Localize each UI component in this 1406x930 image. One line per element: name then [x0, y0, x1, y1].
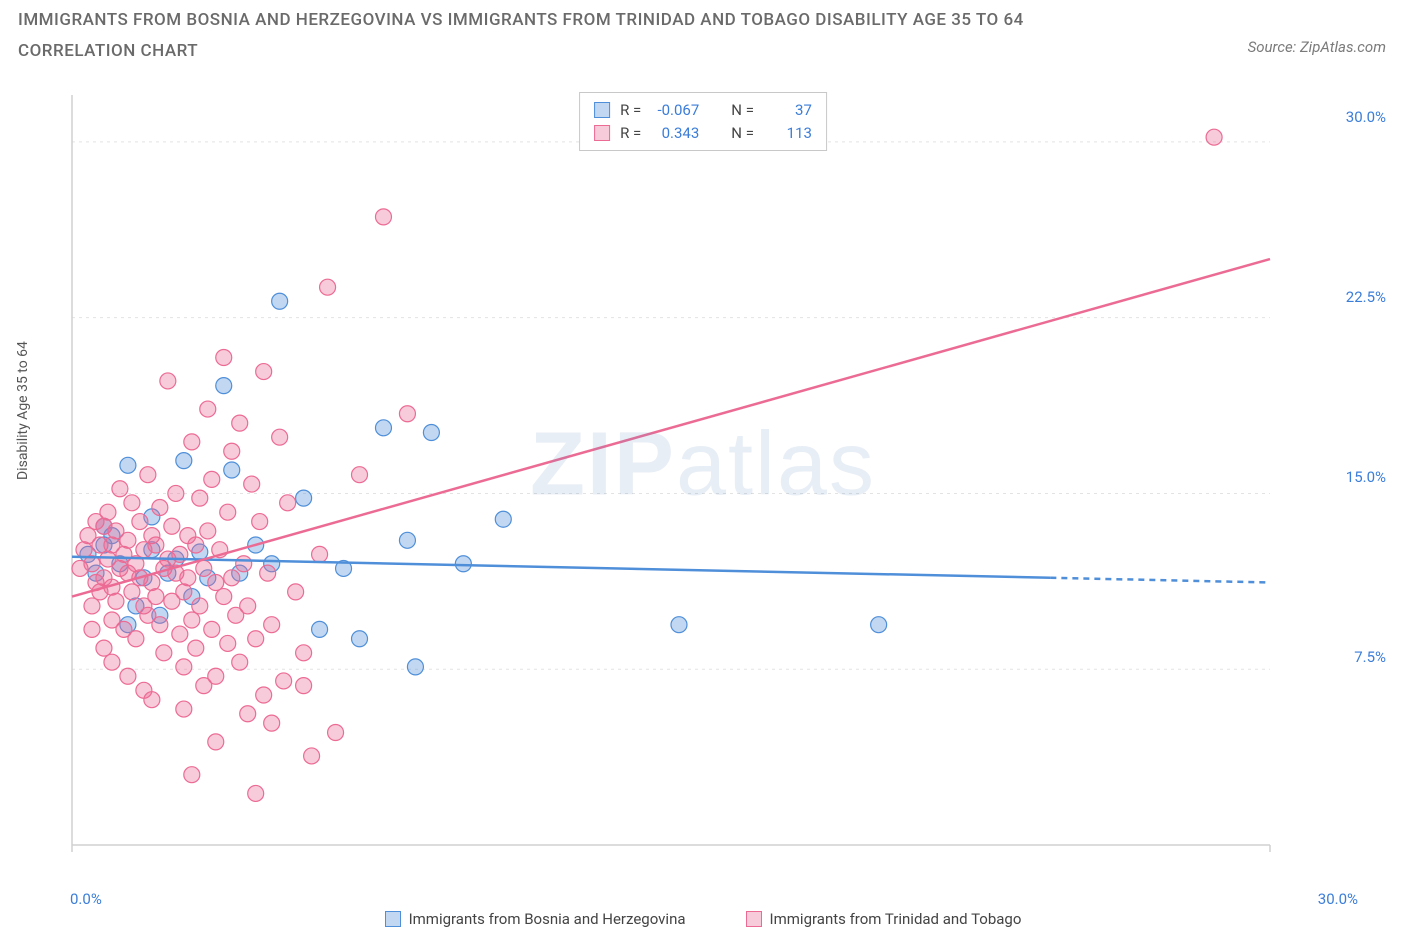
legend-swatch [594, 102, 610, 118]
n-label: N = [731, 122, 754, 145]
legend-label: Immigrants from Bosnia and Herzegovina [409, 910, 686, 928]
legend-item: Immigrants from Trinidad and Tobago [746, 910, 1022, 928]
legend-label: Immigrants from Trinidad and Tobago [770, 910, 1022, 928]
source-attribution: Source: ZipAtlas.com [1248, 38, 1386, 56]
y-tick-15: 15.0% [1346, 468, 1386, 486]
legend-item: Immigrants from Bosnia and Herzegovina [385, 910, 686, 928]
r-label: R = [620, 122, 641, 145]
legend-swatch [746, 911, 762, 927]
legend-swatch [594, 125, 610, 141]
y-tick-22_5: 22.5% [1346, 288, 1386, 306]
y-axis-label: Disability Age 35 to 64 [15, 341, 31, 480]
n-label: N = [731, 99, 754, 122]
chart-title-line2: CORRELATION CHART [18, 36, 1388, 67]
stats-legend-box: R = -0.067 N = 37 R = 0.343 N = 113 [579, 92, 827, 151]
y-tick-7_5: 7.5% [1354, 648, 1386, 666]
r-label: R = [620, 99, 641, 122]
stats-row: R = 0.343 N = 113 [594, 122, 812, 145]
x-tick-min: 0.0% [70, 890, 102, 908]
chart-title-line1: IMMIGRANTS FROM BOSNIA AND HERZEGOVINA V… [18, 5, 1388, 36]
legend-swatch [385, 911, 401, 927]
x-tick-max: 30.0% [1318, 890, 1358, 908]
y-tick-30: 30.0% [1346, 108, 1386, 126]
bottom-legend: Immigrants from Bosnia and Herzegovina Im… [0, 910, 1406, 928]
n-value: 113 [764, 122, 812, 145]
r-value: -0.067 [651, 99, 699, 122]
n-value: 37 [764, 99, 812, 122]
stats-row: R = -0.067 N = 37 [594, 99, 812, 122]
r-value: 0.343 [651, 122, 699, 145]
scatter-chart-svg [60, 85, 1340, 875]
chart-plot-area [60, 85, 1340, 875]
